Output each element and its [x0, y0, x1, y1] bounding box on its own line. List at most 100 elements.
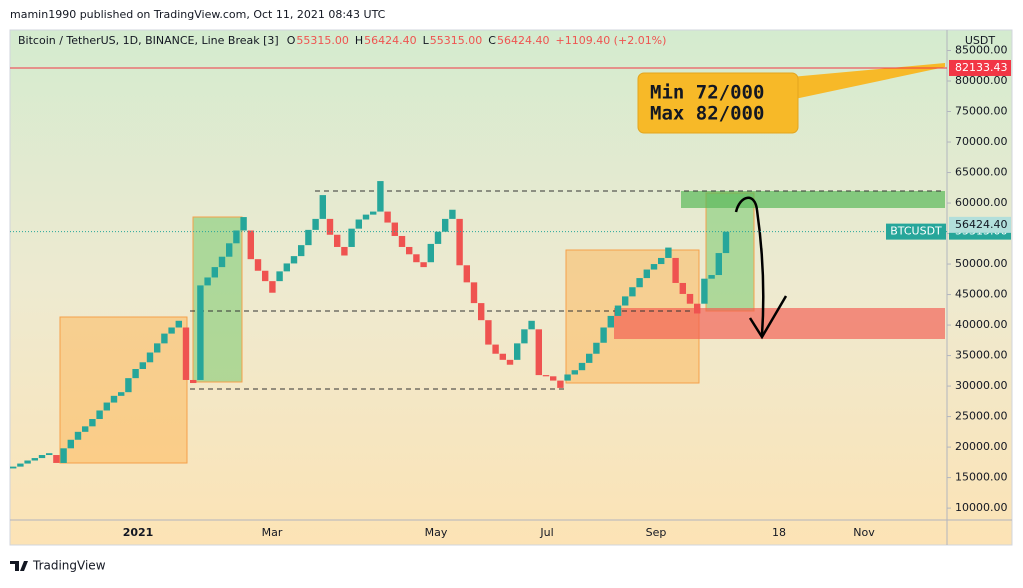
brick: [154, 343, 161, 353]
brick: [535, 329, 542, 376]
callout-text: Min 72/000: [650, 82, 764, 104]
brick: [722, 231, 730, 254]
y-tick-label: 60000.00: [955, 196, 1008, 209]
brick: [139, 362, 146, 369]
y-tick-label: 20000.00: [955, 440, 1008, 453]
brick: [427, 243, 434, 263]
ohlc-value: 55315.00: [296, 34, 349, 47]
brick: [262, 270, 269, 282]
brick: [190, 379, 197, 384]
brick: [622, 296, 629, 306]
brick: [348, 228, 355, 247]
brick: [636, 278, 643, 288]
brick: [506, 359, 514, 365]
green-zone: [681, 191, 945, 208]
footer: TradingView: [10, 559, 106, 573]
brick: [607, 315, 614, 328]
price-label: 56424.40: [955, 218, 1008, 231]
brick: [715, 253, 722, 276]
brick: [384, 211, 391, 223]
brick: [398, 235, 406, 247]
ohlc-key: L: [423, 34, 430, 47]
brick: [103, 402, 110, 411]
brick: [485, 320, 492, 345]
ohlc-key: O: [287, 34, 296, 47]
y-tick-label: 75000.00: [955, 105, 1008, 118]
brick: [60, 448, 67, 463]
brick: [334, 234, 341, 247]
x-tick-label: 18: [772, 526, 786, 539]
brick: [586, 353, 593, 363]
x-tick-label: 2021: [123, 526, 154, 539]
green-box: [705, 192, 755, 312]
y-tick-label: 10000.00: [955, 501, 1008, 514]
brick: [89, 419, 96, 427]
brick: [211, 267, 218, 278]
brick: [74, 431, 82, 440]
brick: [298, 245, 305, 257]
price-label: 82133.43: [955, 61, 1008, 74]
brick: [463, 265, 470, 283]
ohlc-value: 56424.40: [364, 34, 417, 47]
change: +1109.40 (+2.01%): [555, 34, 666, 47]
brick: [420, 262, 427, 268]
brick: [175, 320, 182, 328]
chart-frame: [9, 29, 1013, 546]
y-tick-label: 25000.00: [955, 410, 1008, 423]
brick: [701, 278, 708, 304]
symbol-tag: BTCUSDT: [890, 225, 942, 238]
brick: [629, 287, 636, 297]
brick: [269, 281, 276, 293]
symbol-title: Bitcoin / TetherUS, 1D, BINANCE, Line Br…: [18, 34, 279, 47]
brick: [542, 375, 550, 377]
ohlc-key: C: [488, 34, 496, 47]
brick: [110, 395, 118, 403]
brick: [686, 293, 694, 304]
publish-info: mamin1990 published on TradingView.com, …: [10, 8, 386, 21]
brick: [478, 303, 485, 321]
x-tick-label: Sep: [646, 526, 667, 539]
brick: [434, 231, 442, 244]
brick: [17, 463, 24, 467]
brick: [528, 320, 535, 330]
price-label-bg: [949, 216, 1011, 233]
brick: [614, 305, 622, 316]
brick: [571, 370, 578, 375]
brick: [694, 303, 701, 314]
x-tick-label: Mar: [262, 526, 283, 539]
brick: [96, 410, 103, 420]
brick: [132, 368, 139, 379]
brick: [24, 460, 31, 464]
y-tick-label: 35000.00: [955, 349, 1008, 362]
brick: [240, 217, 247, 231]
brick: [125, 378, 132, 393]
brick: [377, 181, 384, 212]
brick: [557, 380, 564, 388]
brick: [233, 230, 240, 244]
brick: [499, 353, 506, 360]
brick: [182, 327, 190, 380]
logo: [10, 561, 28, 571]
x-tick-label: Nov: [853, 526, 875, 539]
orange-box: [59, 316, 188, 464]
brick: [413, 254, 420, 263]
brick: [650, 264, 658, 270]
ohlc-key: H: [355, 34, 363, 47]
brick: [514, 343, 521, 360]
brick: [442, 218, 449, 232]
y-tick-label: 15000.00: [955, 471, 1008, 484]
symbol-tag-bg: [886, 223, 946, 240]
callout: [637, 72, 799, 134]
brick: [276, 271, 283, 282]
brick: [665, 247, 672, 258]
brick: [31, 458, 38, 461]
brick: [247, 230, 254, 260]
brick: [326, 218, 334, 235]
brick: [708, 275, 715, 279]
brick: [161, 333, 168, 344]
brick: [82, 426, 89, 432]
brick: [658, 257, 665, 265]
brick: [593, 342, 600, 354]
